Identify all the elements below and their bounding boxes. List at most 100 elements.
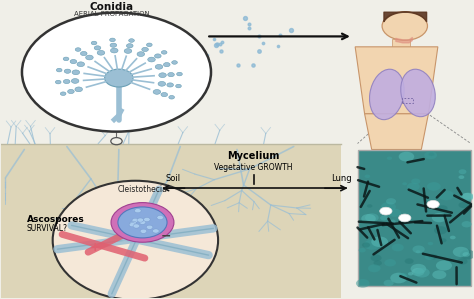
Text: +: + (90, 241, 100, 254)
Circle shape (60, 92, 66, 95)
Circle shape (463, 252, 470, 257)
Circle shape (129, 223, 136, 227)
Text: Soil: Soil (165, 174, 181, 183)
Circle shape (364, 240, 380, 250)
Circle shape (109, 38, 115, 42)
Circle shape (86, 55, 93, 60)
Circle shape (168, 73, 174, 77)
Circle shape (137, 52, 145, 57)
Circle shape (110, 48, 118, 53)
Circle shape (140, 229, 147, 233)
Circle shape (457, 258, 467, 265)
Circle shape (164, 62, 170, 67)
Circle shape (462, 221, 472, 228)
Text: Ascospores: Ascospores (27, 215, 84, 224)
Circle shape (81, 51, 87, 56)
Circle shape (414, 268, 430, 277)
Circle shape (161, 51, 167, 54)
Circle shape (128, 39, 134, 42)
Circle shape (410, 264, 426, 274)
Circle shape (75, 48, 81, 51)
Circle shape (91, 41, 97, 45)
Bar (0, 144, 341, 298)
Circle shape (22, 13, 211, 132)
Circle shape (459, 169, 466, 174)
Circle shape (371, 237, 388, 247)
Circle shape (370, 224, 380, 230)
Circle shape (139, 220, 146, 224)
Circle shape (161, 92, 168, 97)
Circle shape (427, 200, 439, 208)
Circle shape (383, 280, 394, 286)
Circle shape (380, 216, 388, 220)
Circle shape (411, 268, 424, 276)
Circle shape (392, 244, 404, 251)
Circle shape (110, 43, 117, 47)
Circle shape (408, 272, 413, 275)
Circle shape (384, 259, 396, 266)
Circle shape (388, 209, 401, 217)
Circle shape (158, 81, 165, 86)
Polygon shape (355, 47, 438, 114)
Circle shape (356, 279, 370, 288)
Circle shape (144, 217, 150, 222)
Circle shape (105, 69, 133, 87)
Circle shape (438, 205, 447, 212)
Circle shape (111, 203, 174, 242)
Ellipse shape (370, 69, 404, 120)
Circle shape (463, 193, 474, 200)
Circle shape (146, 43, 152, 47)
Circle shape (402, 219, 408, 223)
Circle shape (55, 80, 61, 84)
Circle shape (458, 175, 465, 179)
Circle shape (432, 213, 447, 222)
Text: Lung: Lung (331, 174, 351, 183)
Circle shape (176, 84, 182, 88)
Circle shape (64, 69, 71, 73)
Circle shape (381, 202, 396, 212)
Ellipse shape (401, 69, 435, 117)
Circle shape (358, 248, 366, 252)
Circle shape (63, 57, 69, 61)
Circle shape (132, 218, 138, 222)
Circle shape (453, 247, 469, 257)
Circle shape (427, 182, 441, 191)
Polygon shape (365, 114, 428, 150)
Circle shape (72, 70, 80, 75)
Circle shape (127, 44, 133, 48)
Ellipse shape (53, 181, 218, 299)
Circle shape (177, 72, 182, 76)
Text: Mycelium: Mycelium (228, 151, 280, 161)
Circle shape (390, 219, 396, 223)
Circle shape (434, 226, 447, 234)
Text: Vegetative GROWTH: Vegetative GROWTH (214, 164, 293, 173)
Circle shape (458, 202, 468, 208)
Circle shape (155, 54, 161, 58)
Circle shape (135, 209, 141, 213)
Circle shape (118, 207, 167, 238)
Circle shape (94, 46, 101, 50)
Circle shape (56, 68, 62, 72)
Circle shape (124, 49, 132, 54)
Circle shape (159, 73, 166, 77)
Circle shape (77, 62, 84, 67)
Text: Cleistothecia: Cleistothecia (118, 185, 167, 194)
Circle shape (68, 89, 74, 94)
Text: AERIAL PROPAGATION: AERIAL PROPAGATION (74, 11, 150, 17)
Circle shape (428, 254, 438, 260)
Circle shape (399, 152, 414, 161)
Circle shape (425, 254, 435, 260)
Circle shape (64, 80, 70, 84)
Circle shape (416, 250, 420, 253)
Circle shape (402, 182, 407, 185)
Bar (357, 150, 471, 286)
Circle shape (130, 221, 137, 225)
Circle shape (365, 175, 370, 178)
Circle shape (412, 245, 425, 253)
Circle shape (460, 250, 474, 260)
Circle shape (148, 57, 155, 62)
Circle shape (72, 79, 79, 83)
Circle shape (428, 152, 435, 156)
Circle shape (153, 89, 161, 94)
Text: SURVIVAL?: SURVIVAL? (27, 224, 68, 233)
